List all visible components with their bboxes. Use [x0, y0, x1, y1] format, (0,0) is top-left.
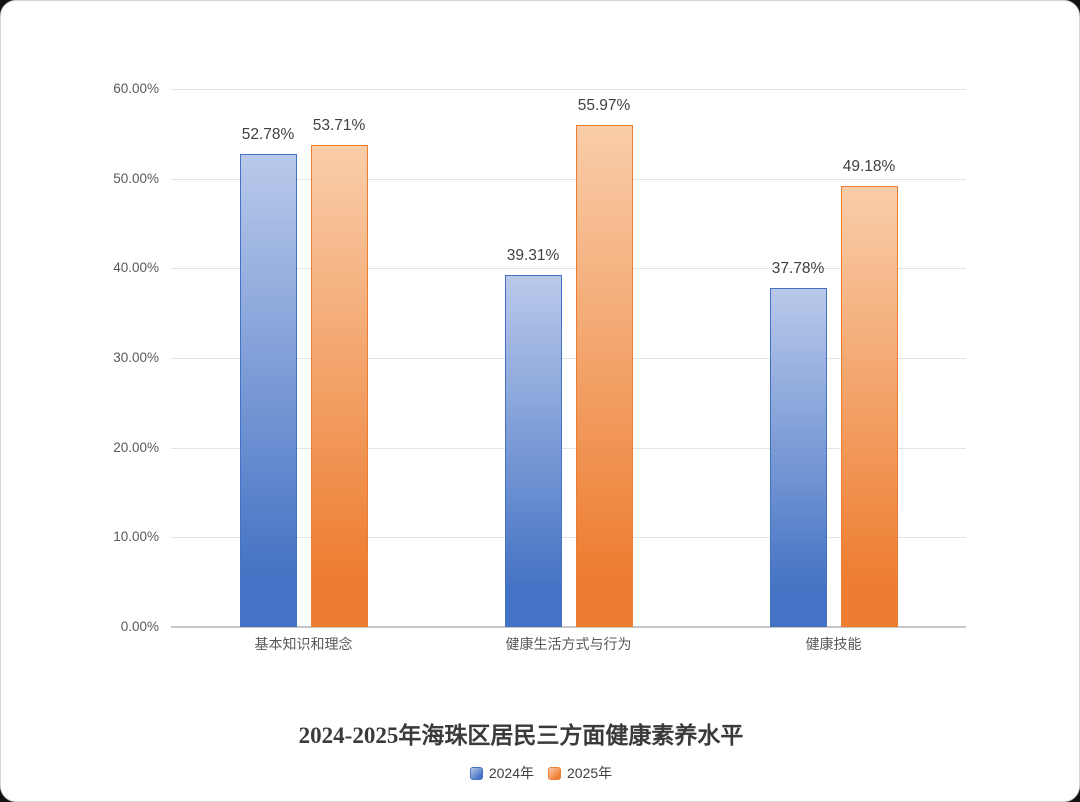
- legend-label: 2024年: [488, 765, 534, 781]
- legend-item-2024年[interactable]: 2024年: [469, 764, 534, 782]
- bar-2024年-健康生活方式与行为[interactable]: [504, 274, 562, 627]
- bar-value-label: 52.78%: [241, 125, 295, 143]
- y-tick-label: 50.00%: [113, 170, 159, 186]
- y-tick-label: 60.00%: [113, 81, 159, 96]
- legend-item-2025年[interactable]: 2025年: [548, 764, 612, 782]
- bar-2025年-基本知识和理念[interactable]: [310, 145, 368, 627]
- bar-value-label: 37.78%: [771, 260, 825, 278]
- legend-swatch-icon: [469, 766, 483, 780]
- chart-title: 2024-2025年海珠区居民三方面健康素养水平: [298, 723, 744, 748]
- gridline: [171, 178, 966, 180]
- gridline: [171, 358, 966, 359]
- legend-label: 2025年: [567, 765, 613, 781]
- legend-swatch-icon: [548, 766, 561, 780]
- y-tick-label: 20.00%: [113, 439, 159, 455]
- legend: 2024年 2025年: [1, 764, 1080, 782]
- bar-2025年-健康技能[interactable]: [840, 186, 898, 627]
- bar-2024年-健康技能[interactable]: [769, 288, 827, 627]
- gridline: [171, 537, 966, 539]
- gridline: [171, 447, 966, 449]
- bar-value-label: 55.97%: [577, 97, 631, 115]
- bar-2024年-基本知识和理念[interactable]: [239, 153, 297, 627]
- y-tick-label: 0.00%: [120, 619, 159, 634]
- y-tick-label: 10.00%: [113, 529, 159, 545]
- x-axis-line: [171, 626, 966, 628]
- gridline: [171, 268, 966, 270]
- bar-value-label: 49.18%: [842, 158, 896, 176]
- plot-area: [171, 89, 966, 628]
- y-tick-label: 40.00%: [113, 260, 159, 276]
- category-label: 基本知识和理念: [254, 636, 353, 652]
- gridline: [171, 89, 966, 90]
- bar-value-label: 53.71%: [312, 117, 366, 135]
- y-tick-label: 30.00%: [113, 350, 159, 365]
- category-label: 健康技能: [805, 636, 862, 652]
- bar-2025年-健康生活方式与行为[interactable]: [575, 125, 633, 627]
- bar-value-label: 39.31%: [506, 246, 560, 264]
- category-label: 健康生活方式与行为: [505, 636, 632, 652]
